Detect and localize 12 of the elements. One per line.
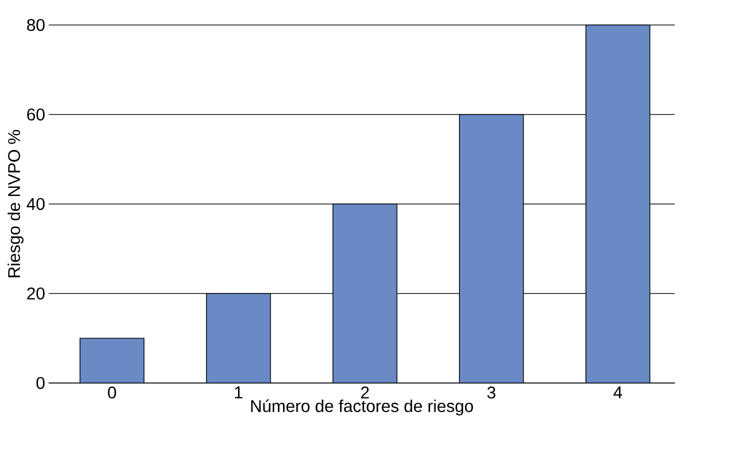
y-tick-label: 20 (27, 287, 45, 300)
y-tick-label: 80 (27, 18, 45, 32)
y-axis-title: Riesgo de NVPO % (8, 130, 24, 278)
y-tick-label: 60 (27, 108, 45, 121)
y-tick-label: 0 (36, 376, 45, 390)
x-tick-label: 3 (487, 386, 496, 399)
x-tick-label: 2 (361, 386, 369, 398)
x-tick-label: 4 (614, 386, 622, 398)
x-tick-label: 1 (235, 386, 242, 398)
y-tick-label: 40 (26, 198, 45, 210)
x-axis-title: Número de factores de riesgo (251, 399, 473, 416)
x-tick-label: 0 (108, 386, 116, 399)
